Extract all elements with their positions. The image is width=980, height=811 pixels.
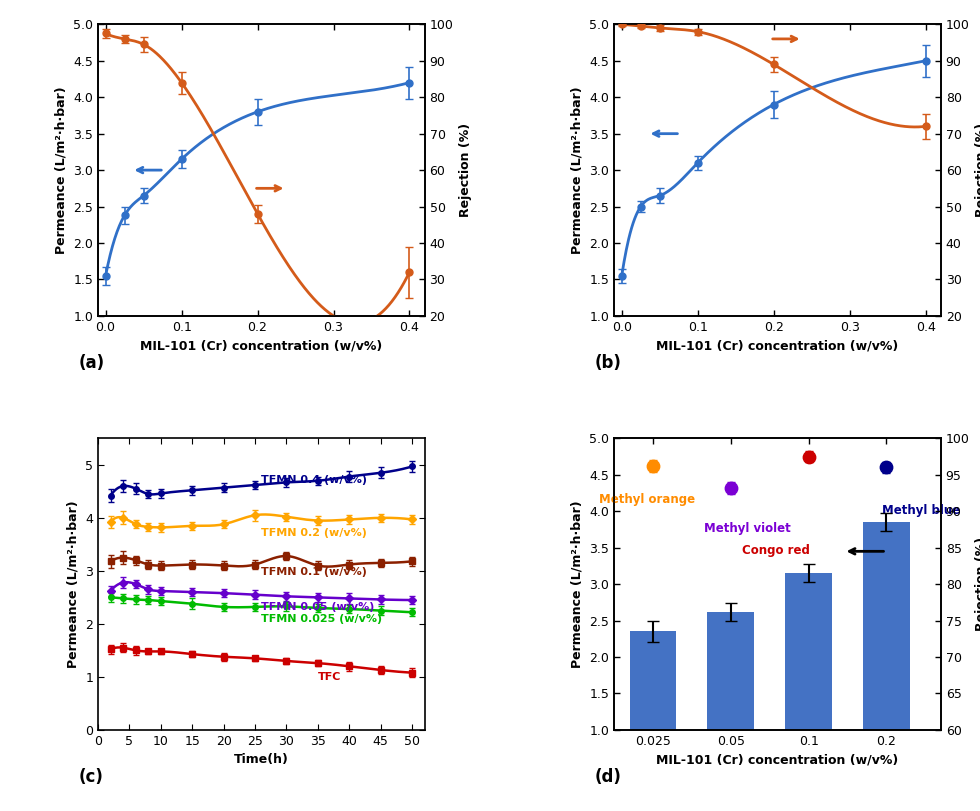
Y-axis label: Permeance (L/m²·h·bar): Permeance (L/m²·h·bar) [570,500,584,668]
Bar [863,522,909,803]
Y-axis label: Rejection (%): Rejection (%) [975,537,980,631]
Point [801,450,816,463]
Bar [630,632,676,803]
Bar [785,573,832,803]
Point [878,461,894,474]
Text: Methyl orange: Methyl orange [599,493,695,506]
Text: Congo red: Congo red [743,544,810,557]
Text: (d): (d) [595,768,621,786]
Text: TFMN 0.1 (w/v%): TFMN 0.1 (w/v%) [262,568,368,577]
Text: TFC: TFC [318,672,341,682]
X-axis label: Time(h): Time(h) [234,753,289,766]
Text: (a): (a) [78,354,105,371]
X-axis label: MIL-101 (Cr) concentration (w/v%): MIL-101 (Cr) concentration (w/v%) [657,339,899,352]
Y-axis label: Rejection (%): Rejection (%) [459,123,472,217]
Y-axis label: Permeance (L/m²·h·bar): Permeance (L/m²·h·bar) [570,86,584,254]
Text: TFMN 0.2 (w/v%): TFMN 0.2 (w/v%) [262,528,368,538]
Text: Methyl violet: Methyl violet [704,522,790,535]
Text: TFMN 0.025 (w/v%): TFMN 0.025 (w/v%) [262,614,382,624]
Y-axis label: Permeance (L/m²·h·bar): Permeance (L/m²·h·bar) [67,500,79,668]
X-axis label: MIL-101 (Cr) concentration (w/v%): MIL-101 (Cr) concentration (w/v%) [657,753,899,766]
X-axis label: MIL-101 (Cr) concentration (w/v%): MIL-101 (Cr) concentration (w/v%) [140,339,382,352]
Y-axis label: Permeance (L/m²·h·bar): Permeance (L/m²·h·bar) [55,86,68,254]
Text: (b): (b) [595,354,621,371]
Bar [708,611,755,803]
Point [645,460,661,473]
Text: (c): (c) [78,768,103,786]
Text: TFMN 0.05 (w/v%): TFMN 0.05 (w/v%) [262,602,374,612]
Y-axis label: Rejection (%): Rejection (%) [975,123,980,217]
Text: TFMN 0.4 (w/v%): TFMN 0.4 (w/v%) [262,474,368,485]
Point [723,482,739,495]
Text: Methyl blue: Methyl blue [882,504,960,517]
